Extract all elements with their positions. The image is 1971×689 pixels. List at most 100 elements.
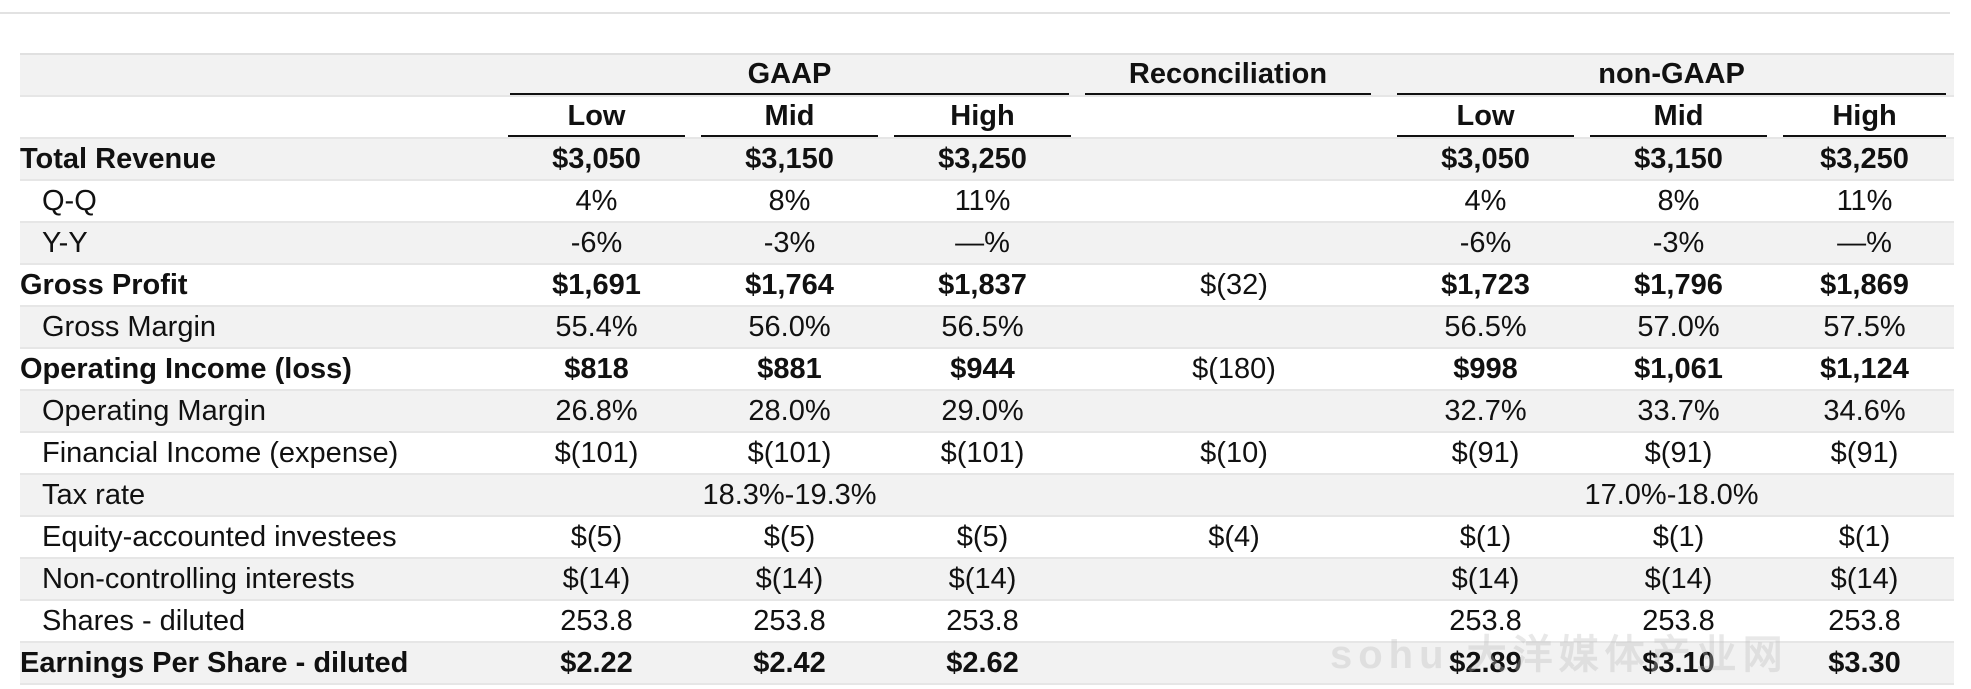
gaap-mid-cell: $(5) (693, 516, 886, 559)
gaap-mid-cell: 253.8 (693, 600, 886, 643)
non-gaap-high-cell: 34.6% (1775, 390, 1955, 433)
gaap-mid-cell: $2.42 (693, 642, 886, 685)
row-label: Gross Profit (20, 264, 500, 307)
reconciliation-cell: $(4) (1079, 516, 1390, 559)
gaap-mid-cell: $3,150 (693, 138, 886, 181)
non-gaap-high-cell: $(1) (1775, 516, 1955, 559)
reconciliation-cell (1079, 138, 1390, 181)
reconciliation-header: Reconciliation (1079, 53, 1390, 97)
non-gaap-low-cell: 32.7% (1389, 390, 1583, 433)
header-blank (20, 96, 500, 139)
gaap-high-cell: $(5) (886, 516, 1080, 559)
gaap-mid-cell: 8% (693, 180, 886, 223)
non-gaap-low-cell: -6% (1389, 222, 1583, 265)
row-label: Gross Margin (20, 306, 500, 349)
non-gaap-low-cell: $1,723 (1389, 264, 1583, 307)
gaap-mid-cell: $1,764 (693, 264, 886, 307)
row-label: Operating Margin (20, 390, 500, 433)
row-label: Shares - diluted (20, 600, 500, 643)
row-label: Non-controlling interests (20, 558, 500, 601)
guidance-table: GAAP Reconciliation non-GAAP Low Mid Hig… (20, 53, 1955, 685)
row-label: Q-Q (20, 180, 500, 223)
reconciliation-cell (1079, 222, 1390, 265)
non-gaap-mid-cell: 8% (1582, 180, 1776, 223)
gaap-high-cell: $3,250 (886, 138, 1080, 181)
non-gaap-mid-cell: $3,150 (1582, 138, 1776, 181)
gaap-low-cell: $1,691 (500, 264, 693, 307)
gaap-mid-cell: 28.0% (693, 390, 886, 433)
non-gaap-high-header: High (1775, 96, 1955, 139)
row-label: Y-Y (20, 222, 500, 265)
gaap-header: GAAP (500, 53, 1080, 97)
reconciliation-cell (1079, 642, 1390, 685)
non-gaap-mid-cell: $(14) (1582, 558, 1776, 601)
gaap-low-cell: $(5) (500, 516, 693, 559)
non-gaap-low-cell: 56.5% (1389, 306, 1583, 349)
non-gaap-low-header: Low (1389, 96, 1583, 139)
gaap-low-cell: $818 (500, 348, 693, 391)
table-row-financial-income: Financial Income (expense) $(101) $(101)… (20, 432, 1955, 475)
gaap-mid-cell: $881 (693, 348, 886, 391)
table-row-tax-rate: Tax rate 18.3%-19.3% 17.0%-18.0% (20, 474, 1955, 517)
reconciliation-cell (1079, 180, 1390, 223)
non-gaap-mid-header: Mid (1582, 96, 1776, 139)
gaap-high-cell: 253.8 (886, 600, 1080, 643)
gaap-low-cell: $(101) (500, 432, 693, 475)
non-gaap-low-cell: $998 (1389, 348, 1583, 391)
gaap-low-cell: $3,050 (500, 138, 693, 181)
non-gaap-mid-cell: -3% (1582, 222, 1776, 265)
reconciliation-cell (1079, 558, 1390, 601)
gaap-low-cell: 4% (500, 180, 693, 223)
non-gaap-low-cell: 253.8 (1389, 600, 1583, 643)
reconciliation-cell (1079, 390, 1390, 433)
gaap-low-cell: 26.8% (500, 390, 693, 433)
gaap-low-cell: $2.22 (500, 642, 693, 685)
gaap-low-header: Low (500, 96, 693, 139)
row-label: Earnings Per Share - diluted (20, 642, 500, 685)
table-row-gross-profit: Gross Profit $1,691 $1,764 $1,837 $(32) … (20, 264, 1955, 307)
non-gaap-high-cell: $(91) (1775, 432, 1955, 475)
reconciliation-cell (1079, 306, 1390, 349)
non-gaap-high-cell: $3,250 (1775, 138, 1955, 181)
group-header-row: GAAP Reconciliation non-GAAP (20, 53, 1955, 97)
top-divider (0, 12, 1950, 14)
table-row-operating-margin: Operating Margin 26.8% 28.0% 29.0% 32.7%… (20, 390, 1955, 433)
row-label: Financial Income (expense) (20, 432, 500, 475)
non-gaap-mid-cell: 253.8 (1582, 600, 1776, 643)
non-gaap-high-cell: 11% (1775, 180, 1955, 223)
table-row-q-q: Q-Q 4% 8% 11% 4% 8% 11% (20, 180, 1955, 223)
table-row-total-revenue: Total Revenue $3,050 $3,150 $3,250 $3,05… (20, 138, 1955, 181)
table-row-gross-margin: Gross Margin 55.4% 56.0% 56.5% 56.5% 57.… (20, 306, 1955, 349)
non-gaap-high-cell: 57.5% (1775, 306, 1955, 349)
reconciliation-cell (1079, 474, 1390, 517)
non-gaap-mid-cell: $1,796 (1582, 264, 1776, 307)
non-gaap-mid-cell: $(1) (1582, 516, 1776, 559)
gaap-mid-cell: 56.0% (693, 306, 886, 349)
gaap-mid-cell: $(14) (693, 558, 886, 601)
gaap-high-cell: $944 (886, 348, 1080, 391)
reconciliation-header-label: Reconciliation (1085, 55, 1372, 95)
non-gaap-low-cell: $3,050 (1389, 138, 1583, 181)
non-gaap-tax-range-cell: 17.0%-18.0% (1389, 474, 1955, 517)
gaap-mid-header: Mid (693, 96, 886, 139)
gaap-high-cell: 11% (886, 180, 1080, 223)
non-gaap-mid-cell: $(91) (1582, 432, 1776, 475)
non-gaap-high-cell: $(14) (1775, 558, 1955, 601)
table-row-operating-income: Operating Income (loss) $818 $881 $944 $… (20, 348, 1955, 391)
gaap-header-label: GAAP (510, 55, 1070, 95)
non-gaap-mid-cell: 57.0% (1582, 306, 1776, 349)
non-gaap-high-cell: $3.30 (1775, 642, 1955, 685)
table-row-equity-investees: Equity-accounted investees $(5) $(5) $(5… (20, 516, 1955, 559)
table-row-non-controlling: Non-controlling interests $(14) $(14) $(… (20, 558, 1955, 601)
gaap-low-cell: 253.8 (500, 600, 693, 643)
reconciliation-subheader-blank (1079, 96, 1390, 139)
non-gaap-low-cell: 4% (1389, 180, 1583, 223)
gaap-high-cell: —% (886, 222, 1080, 265)
header-blank (20, 53, 500, 97)
gaap-low-cell: -6% (500, 222, 693, 265)
table-row-shares-diluted: Shares - diluted 253.8 253.8 253.8 253.8… (20, 600, 1955, 643)
non-gaap-high-cell: $1,869 (1775, 264, 1955, 307)
gaap-high-cell: 29.0% (886, 390, 1080, 433)
non-gaap-mid-cell: $1,061 (1582, 348, 1776, 391)
